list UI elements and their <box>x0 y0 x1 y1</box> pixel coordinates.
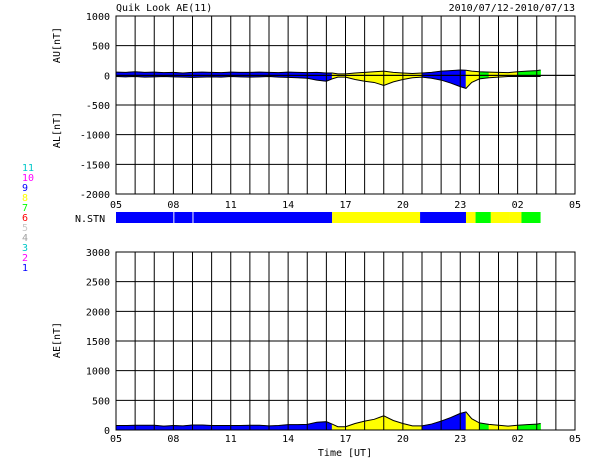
y-tick-label: 500 <box>92 42 110 53</box>
y-tick-label: -2000 <box>80 190 110 201</box>
station-count-label: 7 <box>22 203 28 214</box>
au-al-fill-segment <box>450 69 461 87</box>
station-strip-label: N.STN <box>75 214 105 225</box>
x-tick-label: 02 <box>512 200 524 211</box>
x-tick-label: 08 <box>167 200 179 211</box>
y-tick-label: 1500 <box>86 337 110 348</box>
au-al-fill-segment <box>144 71 155 78</box>
ae-fill-segment <box>134 425 145 431</box>
station-count-label: 8 <box>22 193 28 204</box>
ae-fill-segment <box>192 424 203 431</box>
x-tick-label: 20 <box>397 434 409 445</box>
y-tick-label: -500 <box>86 101 110 112</box>
ae-fill-segment <box>297 424 308 431</box>
station-strip-segment <box>509 212 522 223</box>
x-tick-label: 05 <box>569 434 581 445</box>
station-strip-segment <box>420 212 466 223</box>
al-series-line <box>115 76 541 89</box>
x-tick-label: 17 <box>339 200 351 211</box>
ae-fill-segment <box>249 425 260 431</box>
au-series-line <box>115 69 541 75</box>
x-tick-label: 20 <box>397 200 409 211</box>
ae-fill-segment <box>220 425 231 431</box>
date-range: 2010/07/12-2010/07/13 <box>449 3 575 14</box>
x-tick-label: 14 <box>282 434 294 445</box>
y-tick-label: 3000 <box>86 248 110 259</box>
station-strip-segment <box>116 212 174 223</box>
x-tick-label: 11 <box>225 200 237 211</box>
plot-frame <box>115 15 576 195</box>
x-tick-label: 23 <box>454 434 466 445</box>
station-strip-segment <box>332 212 421 223</box>
figure-title: Quik Look AE(11) <box>116 3 212 14</box>
al-axis-label: AL[nT] <box>52 112 63 148</box>
ae-fill-segment <box>460 411 467 431</box>
x-axis-label: Time [UT] <box>318 448 372 459</box>
y-tick-label: 1000 <box>86 12 110 23</box>
y-tick-label: 0 <box>104 426 110 437</box>
station-strip-segment <box>193 212 333 223</box>
y-tick-label: -1000 <box>80 131 110 142</box>
y-tick-label: 2000 <box>86 307 110 318</box>
y-tick-label: 2500 <box>86 278 110 289</box>
station-count-label: 11 <box>22 163 34 174</box>
station-strip-segment <box>475 212 491 223</box>
ae-fill-segment <box>144 425 155 431</box>
plot-frame <box>115 251 576 431</box>
station-strip-segment <box>521 212 541 223</box>
ae-axis-label: AE[nT] <box>52 322 63 358</box>
x-tick-label: 23 <box>454 200 466 211</box>
station-count-label: 6 <box>22 213 28 224</box>
ae-fill-segment <box>287 424 298 431</box>
y-tick-label: -1500 <box>80 160 110 171</box>
au-axis-label: AU[nT] <box>52 27 63 63</box>
y-tick-label: 500 <box>92 396 110 407</box>
ae-fill-segment <box>316 421 327 431</box>
x-tick-label: 11 <box>225 434 237 445</box>
au-al-fill-segment <box>249 71 260 78</box>
station-count-label: 3 <box>22 243 28 254</box>
ae-fill-segment <box>230 425 241 431</box>
au-al-fill-segment <box>201 71 212 78</box>
x-tick-label: 14 <box>282 200 294 211</box>
ae-fill-segment <box>211 425 222 431</box>
ae-fill-segment <box>412 425 423 431</box>
au-al-fill-segment <box>460 69 467 89</box>
x-tick-label: 17 <box>339 434 351 445</box>
station-count-label: 1 <box>22 263 28 274</box>
ae-series-line <box>116 411 541 428</box>
station-strip-segment <box>465 212 476 223</box>
station-strip-segment <box>174 212 193 223</box>
y-tick-label: 1000 <box>86 367 110 378</box>
station-count-label: 9 <box>22 183 28 194</box>
x-tick-label: 08 <box>167 434 179 445</box>
au-al-fill-segment <box>364 71 375 83</box>
station-count-label: 5 <box>22 223 28 234</box>
x-tick-label: 02 <box>512 434 524 445</box>
au-al-fill-segment <box>192 71 203 78</box>
x-tick-label: 05 <box>110 434 122 445</box>
station-strip-segment <box>490 212 510 223</box>
station-count-label: 2 <box>22 253 28 264</box>
station-strip-panel: N.STN <box>75 212 541 225</box>
ae-fill-segment <box>115 425 126 431</box>
x-tick-label: 05 <box>110 200 122 211</box>
y-tick-label: 0 <box>104 71 110 82</box>
x-tick-label: 05 <box>569 200 581 211</box>
station-count-label: 4 <box>22 233 28 244</box>
station-count-label: 10 <box>22 173 34 184</box>
